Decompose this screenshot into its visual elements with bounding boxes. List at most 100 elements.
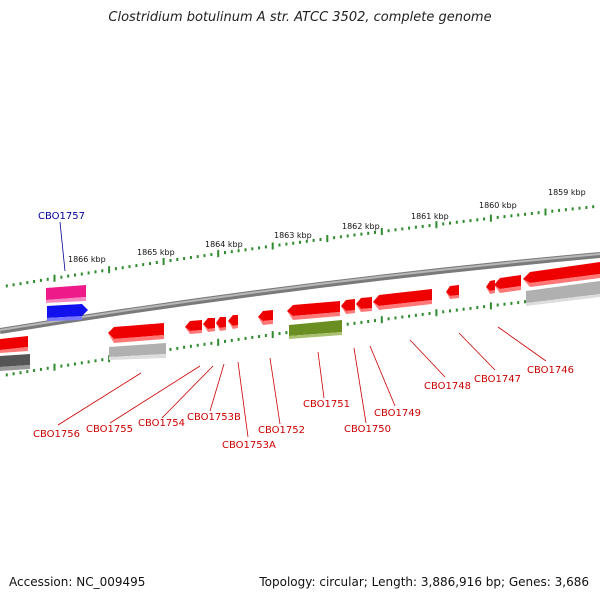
- gene-olive[interactable]: [289, 320, 342, 336]
- minor-tick: [353, 233, 356, 237]
- minor-tick: [469, 306, 472, 310]
- gene-gray-right[interactable]: [526, 281, 600, 303]
- scale-label: 1866 kbp: [68, 255, 106, 264]
- major-tick: [271, 331, 274, 339]
- gene-cbo1753b[interactable]: [216, 317, 226, 328]
- gene-label-cbo1750[interactable]: CBO1750: [344, 424, 391, 435]
- gene-label-cbo1748[interactable]: CBO1748: [424, 381, 471, 392]
- major-tick: [217, 250, 220, 258]
- minor-tick: [428, 224, 431, 228]
- minor-tick: [483, 305, 486, 309]
- minor-tick: [101, 358, 104, 362]
- gene-label-cbo1754[interactable]: CBO1754: [138, 418, 185, 429]
- gene-cbo1757[interactable]: [46, 285, 86, 300]
- minor-tick: [258, 335, 261, 338]
- connector-cbo1749: [369, 345, 396, 407]
- minor-tick: [12, 283, 15, 287]
- gene-cbo1749[interactable]: [373, 289, 432, 306]
- gene-red-left-shadow: [0, 347, 28, 353]
- minor-tick: [285, 331, 288, 335]
- minor-tick: [524, 212, 526, 216]
- gene-cbo1756-shadow: [108, 333, 164, 343]
- minor-tick: [394, 228, 397, 232]
- minor-tick: [196, 255, 199, 259]
- major-tick: [380, 316, 383, 324]
- minor-tick: [387, 229, 390, 233]
- minor-tick: [251, 247, 254, 251]
- connector-cbo1754: [161, 365, 214, 419]
- gene-label-cbo1756[interactable]: CBO1756: [33, 429, 80, 440]
- gene-label-cbo1753b[interactable]: CBO1753B: [187, 412, 241, 423]
- minor-tick: [367, 320, 370, 323]
- gene-cbo1751[interactable]: [287, 301, 340, 316]
- gene-blue-shadow: [47, 316, 82, 321]
- gene-cbo1747b-shadow: [494, 285, 521, 293]
- gene-blue[interactable]: [47, 304, 88, 318]
- gene-cbo1747b[interactable]: [494, 275, 521, 289]
- minor-tick: [517, 301, 520, 305]
- gene-label-cbo1746[interactable]: CBO1746: [527, 365, 574, 376]
- gene-cbo1756[interactable]: [108, 323, 164, 339]
- gene-label-cbo1753a[interactable]: CBO1753A: [222, 440, 276, 451]
- minor-tick: [224, 339, 226, 343]
- minor-tick: [503, 215, 506, 219]
- minor-tick: [114, 267, 117, 271]
- minor-tick: [74, 273, 76, 277]
- minor-tick: [39, 278, 42, 282]
- gene-cbo1753b-shadow: [216, 323, 226, 331]
- scale-label: 1862 kbp: [342, 222, 380, 231]
- minor-tick: [210, 341, 213, 345]
- minor-tick: [585, 206, 588, 209]
- minor-tick: [264, 334, 267, 337]
- gene-label-cbo1757[interactable]: CBO1757: [38, 211, 85, 222]
- major-tick: [53, 274, 56, 282]
- minor-tick: [319, 238, 322, 241]
- gene-cbo1754[interactable]: [203, 318, 215, 329]
- gene-label-cbo1751[interactable]: CBO1751: [303, 399, 350, 410]
- gene-cbo1755[interactable]: [185, 320, 202, 331]
- minor-tick: [101, 269, 104, 273]
- minor-tick: [578, 206, 581, 210]
- minor-tick: [230, 250, 233, 254]
- minor-tick: [19, 371, 22, 375]
- gene-gray[interactable]: [109, 343, 166, 357]
- minor-tick: [496, 303, 499, 307]
- minor-tick: [251, 335, 254, 339]
- topology-info: Topology: circular; Length: 3,886,916 bp…: [259, 575, 589, 589]
- genome-backbone-highlight: [0, 253, 600, 331]
- gene-label-cbo1747[interactable]: CBO1747: [474, 374, 521, 385]
- minor-tick: [46, 277, 49, 281]
- connector-cbo1755: [109, 365, 201, 424]
- gene-cbo1750b[interactable]: [356, 297, 372, 309]
- gene-label-cbo1749[interactable]: CBO1749: [374, 408, 421, 419]
- gene-cbo1746[interactable]: [523, 262, 600, 283]
- minor-tick: [33, 369, 36, 372]
- minor-tick: [476, 218, 479, 222]
- minor-tick: [524, 300, 526, 304]
- major-tick: [53, 363, 56, 371]
- gene-label-cbo1752[interactable]: CBO1752: [258, 425, 305, 436]
- connector-cbo1757: [59, 221, 66, 272]
- gene-red-left[interactable]: [0, 336, 28, 350]
- minor-tick: [80, 272, 83, 276]
- minor-tick: [67, 363, 70, 367]
- gene-cbo1748[interactable]: [446, 285, 459, 296]
- accession-info: Accession: NC_009495: [9, 575, 146, 589]
- minor-tick: [510, 301, 513, 305]
- gene-cbo1753a[interactable]: [228, 315, 238, 326]
- minor-tick: [551, 209, 554, 213]
- minor-tick: [469, 219, 472, 223]
- gene-cbo1747[interactable]: [486, 280, 495, 291]
- minor-tick: [5, 373, 8, 377]
- gene-cbo1752[interactable]: [258, 310, 273, 321]
- gene-label-cbo1755[interactable]: CBO1755: [86, 424, 133, 435]
- gene-cbo1750[interactable]: [341, 299, 355, 311]
- scale-label: 1865 kbp: [137, 248, 175, 257]
- minor-tick: [80, 361, 83, 365]
- minor-tick: [278, 243, 281, 247]
- minor-tick: [476, 306, 479, 309]
- minor-tick: [258, 246, 261, 250]
- major-tick: [435, 309, 438, 317]
- gene-dark-left[interactable]: [0, 354, 30, 367]
- minor-tick: [46, 366, 49, 370]
